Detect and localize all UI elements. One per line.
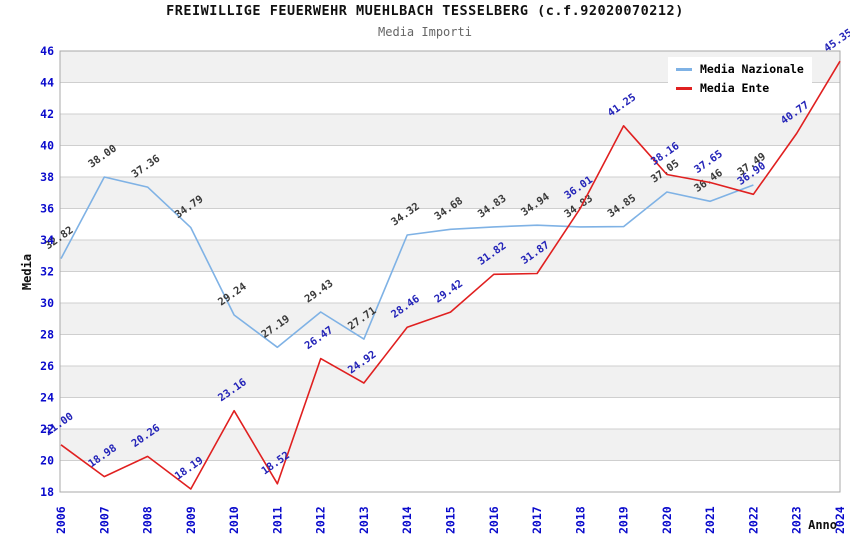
y-axis-title: Media <box>20 254 34 290</box>
svg-text:30: 30 <box>40 296 54 310</box>
plot-border <box>59 50 841 493</box>
svg-text:2010: 2010 <box>227 506 241 534</box>
svg-text:40: 40 <box>40 139 54 153</box>
svg-text:18: 18 <box>40 485 54 499</box>
legend-label-ente: Media Ente <box>700 81 770 95</box>
svg-text:2017: 2017 <box>530 506 544 534</box>
chart-subtitle: Media Importi <box>378 25 472 39</box>
svg-text:26: 26 <box>40 359 54 373</box>
svg-text:2018: 2018 <box>573 506 587 534</box>
line-media-nazionale <box>60 176 754 349</box>
svg-text:46: 46 <box>40 44 54 58</box>
line-media-ente <box>60 60 841 490</box>
legend-label-nazionale: Media Nazionale <box>700 62 804 76</box>
svg-text:2016: 2016 <box>487 506 501 534</box>
svg-text:2012: 2012 <box>314 506 328 534</box>
x-axis-title: Anno <box>808 518 837 532</box>
legend-item-media-nazionale: Media Nazionale <box>676 62 804 76</box>
legend-swatch-ente-icon <box>676 86 692 90</box>
value-label-media-nazionale-2008: 37.36 <box>129 153 162 181</box>
svg-text:2022: 2022 <box>746 506 760 534</box>
value-label-media-nazionale-2012: 29.43 <box>303 278 336 306</box>
svg-text:2020: 2020 <box>660 506 674 534</box>
svg-text:38: 38 <box>40 170 54 184</box>
svg-text:34: 34 <box>40 233 54 247</box>
chart-title: FREIWILLIGE FEUERWEHR MUEHLBACH TESSELBE… <box>166 3 684 19</box>
legend-item-media-ente: Media Ente <box>676 81 804 95</box>
svg-text:28: 28 <box>40 328 54 342</box>
legend-box: Media Nazionale Media Ente <box>668 57 812 100</box>
svg-text:2009: 2009 <box>184 506 198 534</box>
svg-text:2013: 2013 <box>357 506 371 534</box>
svg-text:2008: 2008 <box>141 506 155 534</box>
svg-text:36: 36 <box>40 202 54 216</box>
svg-text:2007: 2007 <box>97 506 111 534</box>
svg-text:42: 42 <box>40 107 54 121</box>
svg-text:20: 20 <box>40 454 54 468</box>
x-axis-ticks: 2006 2007 2008 2009 2010 2011 2012 2013 2014 2015… <box>54 506 847 534</box>
svg-text:32: 32 <box>40 265 54 279</box>
value-label-media-nazionale-2007: 38.00 <box>86 143 119 171</box>
svg-text:2015: 2015 <box>444 506 458 534</box>
svg-text:2011: 2011 <box>270 506 284 534</box>
svg-text:2024: 2024 <box>833 506 847 534</box>
svg-text:44: 44 <box>40 76 54 90</box>
legend-swatch-nazionale-icon <box>676 67 692 71</box>
svg-text:22: 22 <box>40 422 54 436</box>
value-label-media-ente-2015: 29.42 <box>432 278 465 306</box>
svg-text:2019: 2019 <box>617 506 631 534</box>
plot-bands <box>60 51 840 461</box>
svg-text:2014: 2014 <box>400 506 414 534</box>
svg-text:24: 24 <box>40 391 54 405</box>
y-axis-ticks: 18 20 22 24 26 28 30 32 34 36 38 40 42 44 46 <box>40 44 54 499</box>
svg-text:2021: 2021 <box>703 506 717 534</box>
svg-text:2023: 2023 <box>790 506 804 534</box>
svg-text:2006: 2006 <box>54 506 68 534</box>
